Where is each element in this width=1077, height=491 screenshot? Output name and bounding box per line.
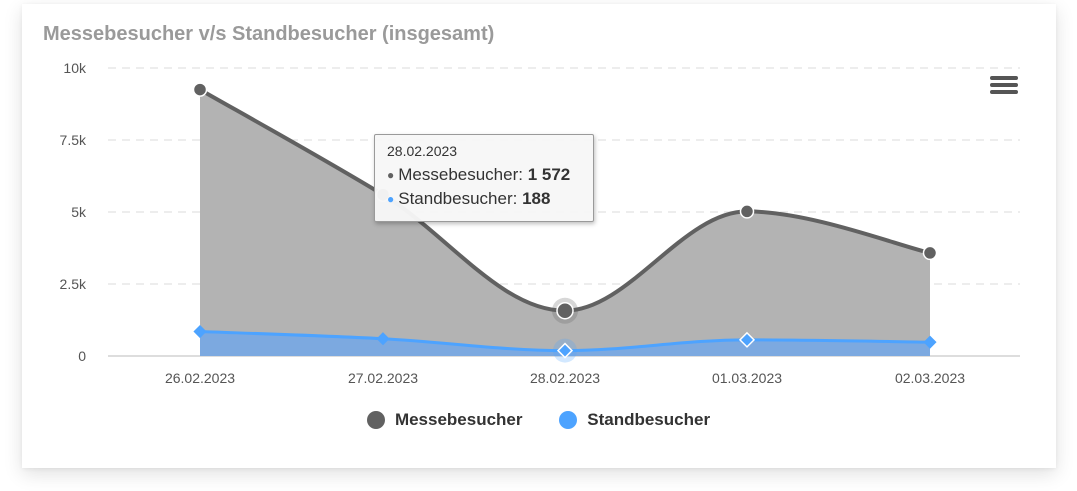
tooltip-date: 28.02.2023 xyxy=(387,143,458,159)
tooltip-dot-icon: ● xyxy=(387,168,395,183)
x-tick-label: 27.02.2023 xyxy=(348,370,418,386)
tooltip-value: 1 572 xyxy=(527,165,571,184)
x-tick-label: 28.02.2023 xyxy=(530,370,600,386)
legend-dot-icon xyxy=(366,411,385,429)
y-tick-label: 10k xyxy=(63,60,87,76)
y-axis-labels: 0 2.5k 5k 7.5k 10k xyxy=(60,60,87,364)
series-area xyxy=(200,89,930,356)
tooltip-label: Standbesucher: xyxy=(398,189,523,209)
series-area xyxy=(200,331,930,356)
legend-item-standbesucher[interactable]: Standbesucher xyxy=(559,410,710,430)
data-point xyxy=(739,204,755,219)
legend-item-messebesucher[interactable]: Messebesucher xyxy=(366,410,523,430)
legend-label: Messebesucher xyxy=(394,410,523,429)
legend: Messebesucher Standbesucher xyxy=(0,410,1077,434)
legend-dot-icon xyxy=(559,411,578,429)
data-point xyxy=(556,342,574,359)
tooltip: 28.02.2023 ● Messebesucher: 1 572 ● Standb… xyxy=(374,134,594,222)
data-point xyxy=(738,331,756,348)
tooltip-row-messebesucher: ● Messebesucher: 1 572 xyxy=(387,163,581,187)
x-tick-label: 01.03.2023 xyxy=(712,370,782,386)
y-tick-label: 5k xyxy=(71,204,87,220)
data-point xyxy=(922,245,938,261)
tooltip-value: 188 xyxy=(522,189,551,209)
chart-title: Messebesucher v/s Standbesucher (insgesa… xyxy=(43,23,495,45)
x-axis-labels: 26.02.2023 27.02.2023 28.02.2023 01.03.2023… xyxy=(165,370,965,386)
data-point xyxy=(923,335,937,349)
tooltip-label: Messebesucher: xyxy=(398,165,528,184)
data-point xyxy=(556,301,574,320)
data-point xyxy=(376,332,390,346)
y-tick-label: 2.5k xyxy=(60,276,87,292)
menu-icon[interactable] xyxy=(990,74,1018,98)
chart-card xyxy=(22,4,1056,468)
tooltip-row-standbesucher: ● Standbesucher: 188 xyxy=(387,187,581,211)
legend-label: Standbesucher xyxy=(587,410,711,429)
data-point xyxy=(193,324,207,339)
x-tick-label: 26.02.2023 xyxy=(165,370,235,386)
y-tick-label: 0 xyxy=(78,348,86,364)
data-point xyxy=(192,82,208,97)
x-tick-label: 02.03.2023 xyxy=(895,370,965,386)
tooltip-dot-icon: ● xyxy=(387,192,395,207)
y-tick-label: 7.5k xyxy=(60,132,87,148)
